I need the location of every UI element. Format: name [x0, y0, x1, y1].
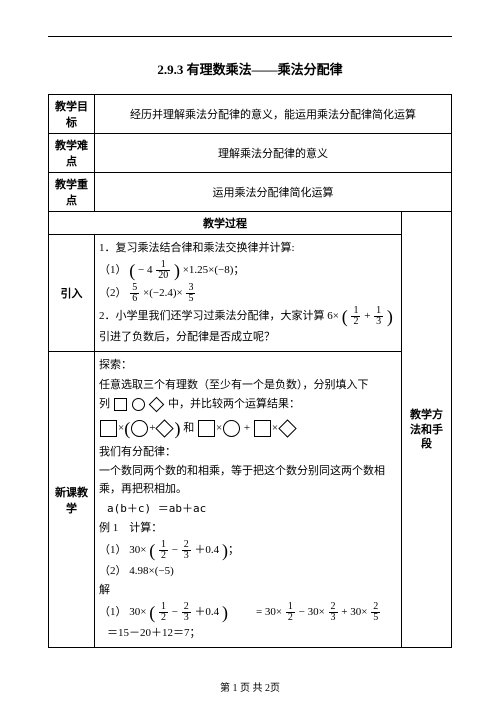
lesson-table: 教学目标 经历并理解乘法分配律的意义，能运用乘法分配律简化运算 教学难点 理解乘…: [48, 94, 452, 648]
s1d2: 3: [182, 613, 191, 623]
ex1-tail: ＋0.4: [194, 544, 219, 556]
eq1-whole: − 4: [138, 264, 152, 276]
rhs-c: + 30×: [341, 606, 367, 618]
goal-text: 经历并理解乘法分配律的意义，能运用乘法分配律简化运算: [95, 95, 452, 134]
nl-solve: 解: [99, 582, 397, 600]
eq2-n2: 3: [186, 283, 195, 294]
diamond-icon: [149, 397, 165, 413]
row-difficulty: 教学难点 理解乘法分配律的意义: [49, 134, 452, 173]
newlesson-label: 新课教学: [49, 352, 95, 648]
intro-line2a: 2．小学里我们还学习过乘法分配律，大家计算 6×: [99, 310, 339, 322]
lb-post: 中，并比较两个运算结果：: [168, 398, 300, 410]
rhs-b: − 30×: [299, 606, 325, 618]
pf2d: 3: [374, 317, 383, 327]
solve-lhs: （1） 30× ( 12 − 23 ＋0.4 ): [99, 602, 228, 623]
focus-text: 运用乘法分配律简化运算: [95, 173, 452, 212]
nl-shapes-eq: ×(+) 和 × + ×: [99, 420, 397, 438]
page-title: 2.9.3 有理数乘法——乘法分配律: [48, 59, 452, 78]
methods-header: 教学方法和手段: [402, 212, 452, 648]
e1f1d: 2: [159, 551, 168, 561]
nl-ex2: （2） 4.98×(−5): [99, 563, 397, 581]
r2d: 3: [329, 613, 338, 623]
s1-tail: ＋0.4: [194, 606, 219, 618]
ex1-semi: ；: [228, 544, 239, 556]
ex1-30: 30×: [129, 544, 146, 556]
ex2-body: 4.98×(−5): [129, 565, 173, 577]
square-icon: [198, 420, 215, 437]
pf1d: 2: [351, 317, 360, 327]
nl-lB: 列 中，并比较两个运算结果：: [99, 396, 397, 414]
eq1-den: 20: [156, 271, 170, 281]
circle-icon: [223, 420, 240, 437]
square-icon: [114, 398, 127, 411]
s1-minus: −: [172, 606, 181, 618]
s1-prefix: （1）: [99, 606, 127, 618]
intro-eq2: （2） 56 ×(−2.4)× 35: [99, 283, 397, 304]
ex1-prefix: （1）: [99, 544, 127, 556]
intro-label: 引入: [49, 235, 95, 352]
nl-lC: 我们有分配律：: [99, 444, 397, 462]
s1-30: 30×: [129, 606, 146, 618]
nl-ex1: （1） 30× ( 12 − 23 ＋0.4 )；: [99, 540, 397, 561]
difficulty-text: 理解乘法分配律的意义: [95, 134, 452, 173]
nl-lD: 一个数同两个数的和相乘，等于把这个数分别同这两个数相乘，再把积相加。: [99, 463, 397, 498]
rhs-a: = 30×: [256, 606, 282, 618]
pf2n: 1: [374, 306, 383, 317]
nl-explore: 探索：: [99, 357, 397, 375]
focus-label: 教学重点: [49, 173, 95, 212]
ex1-minus: −: [172, 544, 181, 556]
row-process-header: 教学过程 教学方法和手段: [49, 212, 452, 235]
eq2-d1: 6: [130, 294, 139, 304]
intro-plus: +: [364, 310, 373, 322]
intro-eq1: （1） ( − 4 120 ) ×1.25×(−8)；: [99, 260, 397, 281]
solve-row: （1） 30× ( 12 − 23 ＋0.4 ) = 30× 12 − 30× …: [99, 602, 397, 623]
square-icon: [254, 420, 271, 437]
solve-rhs: = 30× 12 − 30× 23 + 30× 25: [256, 602, 381, 623]
intro-line2: 2．小学里我们还学习过乘法分配律，大家计算 6× ( 12 + 13 ): [99, 306, 397, 327]
nl-final: ＝15－20＋12＝7；: [99, 625, 397, 643]
diamond-icon: [156, 419, 174, 437]
circle-icon: [132, 398, 145, 411]
row-intro: 引入 1．复习乘法结合律和乘法交换律并计算: （1） ( − 4 120 ) ×…: [49, 235, 452, 352]
intro-line3: 引进了负数后，分配律是否成立呢？: [99, 329, 397, 347]
r1d: 2: [286, 613, 295, 623]
r3d: 5: [371, 613, 380, 623]
lb-pre: 列: [99, 398, 110, 410]
row-newlesson: 新课教学 探索： 任意选取三个有理数（至少有一个是负数），分别填入下 列 中，并…: [49, 352, 452, 648]
intro-content: 1．复习乘法结合律和乘法交换律并计算: （1） ( − 4 120 ) ×1.2…: [95, 235, 402, 352]
top-rule: [48, 36, 452, 37]
page-footer: 第 1 页 共 2页: [0, 679, 500, 694]
e1f2n: 2: [182, 540, 191, 551]
nl-lA: 任意选取三个有理数（至少有一个是负数），分别填入下: [99, 377, 397, 395]
diamond-icon: [278, 419, 296, 437]
eq2-n1: 5: [130, 283, 139, 294]
row-goal: 教学目标 经历并理解乘法分配律的意义，能运用乘法分配律简化运算: [49, 95, 452, 134]
eq2-mid: ×(−2.4)×: [143, 287, 183, 299]
row-focus: 教学重点 运用乘法分配律简化运算: [49, 173, 452, 212]
nl-and: 和: [183, 422, 197, 434]
newlesson-content: 探索： 任意选取三个有理数（至少有一个是负数），分别填入下 列 中，并比较两个运…: [95, 352, 402, 648]
process-header: 教学过程: [49, 212, 402, 235]
eq2-prefix: （2）: [99, 287, 127, 299]
difficulty-label: 教学难点: [49, 134, 95, 173]
eq1-num: 1: [156, 260, 170, 271]
goal-label: 教学目标: [49, 95, 95, 134]
ex2-prefix: （2）: [99, 565, 127, 577]
square-icon: [100, 420, 117, 437]
eq2-d2: 5: [186, 294, 195, 304]
s1d1: 2: [159, 613, 168, 623]
eq1-prefix: （1）: [99, 264, 127, 276]
intro-line1: 1．复习乘法结合律和乘法交换律并计算:: [99, 240, 397, 258]
nl-formula: a(b＋c) ＝ab＋ac: [99, 500, 397, 518]
pf1n: 1: [351, 306, 360, 317]
circle-icon: [131, 420, 148, 437]
eq1-tail: ×1.25×(−8): [183, 264, 234, 276]
e1f2d: 3: [182, 551, 191, 561]
e1f1n: 1: [159, 540, 168, 551]
nl-exlabel: 例 1 计算：: [99, 520, 397, 538]
